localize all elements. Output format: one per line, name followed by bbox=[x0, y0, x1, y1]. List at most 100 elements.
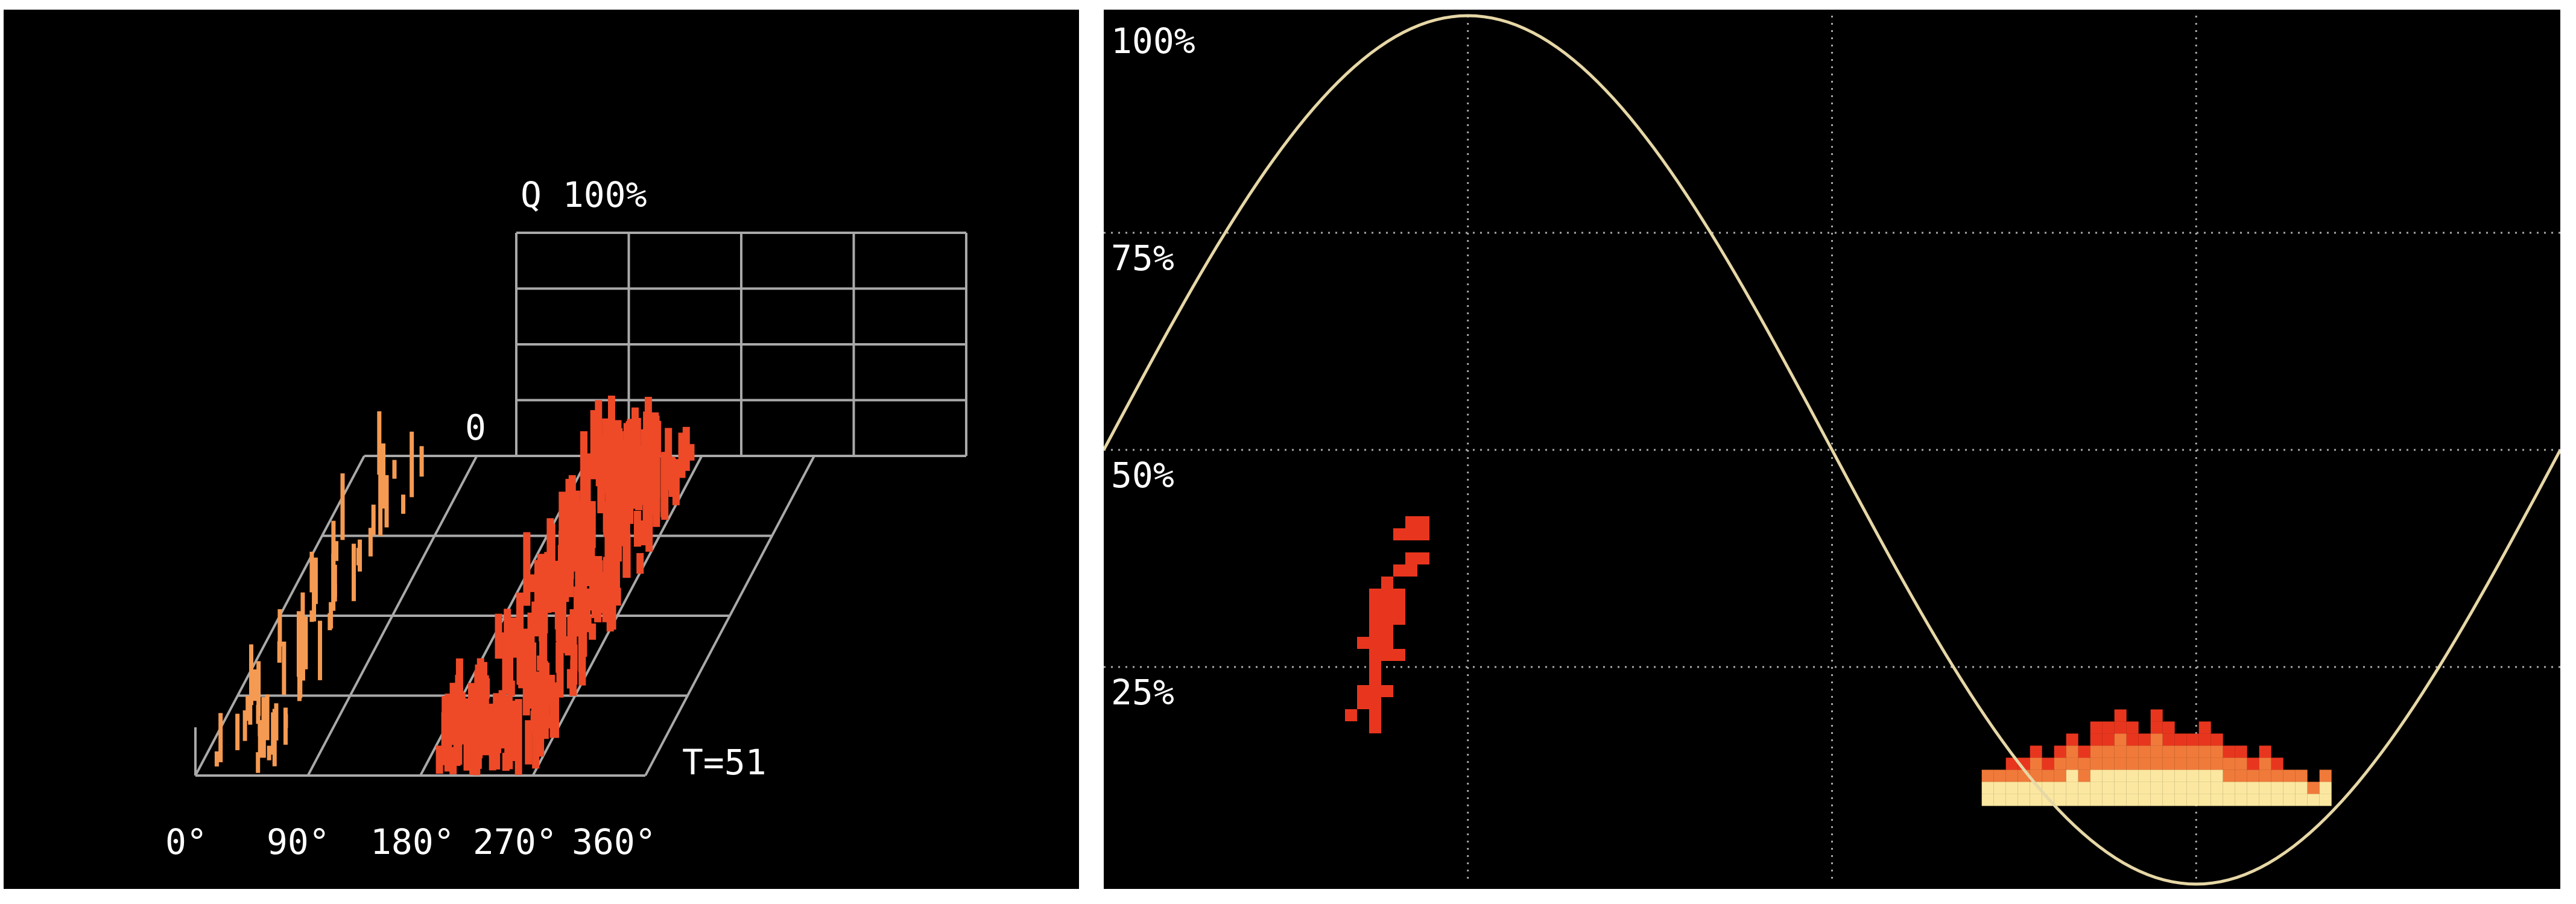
heatmap-cell bbox=[2017, 782, 2030, 794]
heatmap-cell bbox=[2223, 745, 2235, 758]
heatmap-cell bbox=[2030, 745, 2042, 758]
heatmap-cell bbox=[2271, 770, 2283, 782]
heatmap-cell bbox=[2054, 757, 2066, 770]
heatmap-cell bbox=[2114, 770, 2127, 782]
heatmap-cell bbox=[2307, 782, 2320, 794]
pulse-bar bbox=[271, 712, 276, 755]
heatmap-cell bbox=[2042, 782, 2054, 794]
heatmap-cell bbox=[2174, 733, 2187, 746]
heatmap-cell bbox=[2210, 757, 2223, 770]
heatmap-cell bbox=[2090, 794, 2103, 806]
heatmap-cell bbox=[1405, 528, 1417, 540]
pulse-bar bbox=[249, 644, 254, 706]
x-tick-label: 90° bbox=[267, 821, 330, 862]
heatmap-cell bbox=[2090, 782, 2103, 794]
pulse-bar bbox=[510, 700, 518, 762]
heatmap-cell bbox=[2090, 721, 2103, 734]
reference-sine-wave bbox=[1104, 14, 2560, 886]
heatmap-cell bbox=[1369, 589, 1381, 601]
heatmap-cell bbox=[2259, 745, 2271, 758]
heatmap-cell bbox=[2150, 770, 2163, 782]
heatmap-cell bbox=[2259, 782, 2271, 794]
heatmap-cell bbox=[2198, 721, 2211, 734]
pulse-bar bbox=[526, 653, 534, 683]
y-tick-label: 100% bbox=[1111, 21, 1195, 62]
pulse-bar bbox=[544, 552, 552, 613]
heatmap-cell bbox=[2114, 733, 2127, 746]
heatmap-cell bbox=[1369, 649, 1381, 661]
pulse-bar bbox=[256, 752, 261, 773]
heatmap-cell bbox=[2319, 794, 2332, 806]
pulse-bar bbox=[541, 702, 549, 739]
heatmap-cell bbox=[2295, 794, 2308, 806]
pulse-bar bbox=[538, 567, 546, 615]
pulse-bar bbox=[410, 431, 414, 498]
heatmap-cell bbox=[2102, 782, 2115, 794]
pulse-bar bbox=[595, 556, 603, 614]
heatmap-cell bbox=[2005, 757, 2018, 770]
heatmap-cell bbox=[2054, 794, 2066, 806]
pulse-bar bbox=[531, 601, 539, 637]
y-tick-label: 75% bbox=[1111, 238, 1174, 279]
heatmap-cell bbox=[2150, 745, 2163, 758]
right-prpd-panel: 100% 75% 50% 25% bbox=[1100, 6, 2564, 893]
pulse-bar bbox=[267, 745, 271, 760]
heatmap-cell bbox=[1393, 589, 1405, 601]
heatmap-cell bbox=[2198, 745, 2211, 758]
pulse-bar bbox=[312, 572, 317, 622]
pulse-bar bbox=[334, 541, 339, 561]
heatmap-cell bbox=[2102, 770, 2115, 782]
heatmap-cell bbox=[2150, 709, 2163, 722]
heatmap-cell bbox=[2186, 757, 2199, 770]
x-tick-label: 0° bbox=[165, 821, 207, 862]
heatmap-cell bbox=[2126, 733, 2139, 746]
heatmap-cell bbox=[2102, 721, 2115, 734]
heatmap-cell bbox=[2126, 757, 2139, 770]
pulse-bar bbox=[502, 632, 510, 695]
heatmap-cell bbox=[1369, 685, 1381, 697]
heatmap-cell bbox=[2030, 794, 2042, 806]
pulse-bar bbox=[612, 534, 620, 600]
heatmap-cell bbox=[2114, 721, 2127, 734]
heatmap-cell bbox=[2150, 782, 2163, 794]
pulse-bar bbox=[523, 532, 531, 606]
heatmap-cell bbox=[1417, 516, 1429, 528]
pulse-bar bbox=[377, 411, 382, 475]
pulse-bar bbox=[282, 641, 286, 695]
pulse-bar bbox=[603, 567, 611, 618]
heatmap-cell bbox=[2259, 794, 2271, 806]
pulse-bar bbox=[463, 698, 471, 771]
heatmap-cell bbox=[1369, 697, 1381, 709]
y-tick-label: 50% bbox=[1111, 455, 1174, 496]
heatmap-cell bbox=[1393, 564, 1405, 577]
heatmap-cell bbox=[2210, 770, 2223, 782]
heatmap-cell bbox=[2078, 757, 2090, 770]
heatmap-cell bbox=[1369, 721, 1381, 733]
pulse-bar bbox=[248, 704, 253, 725]
pulse-bar bbox=[623, 533, 631, 578]
heatmap-cell bbox=[2150, 733, 2163, 746]
pulse-bar bbox=[603, 509, 611, 537]
heatmap-cell bbox=[2066, 757, 2078, 770]
heatmap-cell bbox=[1369, 661, 1381, 673]
heatmap-cell bbox=[2186, 794, 2199, 806]
heatmap-cell bbox=[2162, 794, 2175, 806]
heatmap-cell bbox=[2030, 757, 2042, 770]
heatmap-cell bbox=[2295, 782, 2308, 794]
left-3d-bars bbox=[214, 396, 695, 776]
heatmap-cell bbox=[1393, 528, 1405, 540]
pulse-bar bbox=[331, 520, 336, 567]
heatmap-cell bbox=[1369, 613, 1381, 625]
heatmap-cell bbox=[2066, 770, 2078, 782]
heatmap-cell bbox=[1981, 794, 1994, 806]
heatmap-cell bbox=[2126, 770, 2139, 782]
heatmap-cell bbox=[2162, 782, 2175, 794]
heatmap-cell bbox=[2090, 745, 2103, 758]
heatmap-cell bbox=[2235, 745, 2247, 758]
pulse-bar bbox=[378, 473, 383, 536]
heatmap-cell bbox=[2271, 782, 2283, 794]
heatmap-cell bbox=[2005, 770, 2018, 782]
heatmap-cell bbox=[2138, 757, 2151, 770]
heatmap-cell bbox=[2066, 733, 2078, 746]
heatmap-cell bbox=[2174, 770, 2187, 782]
